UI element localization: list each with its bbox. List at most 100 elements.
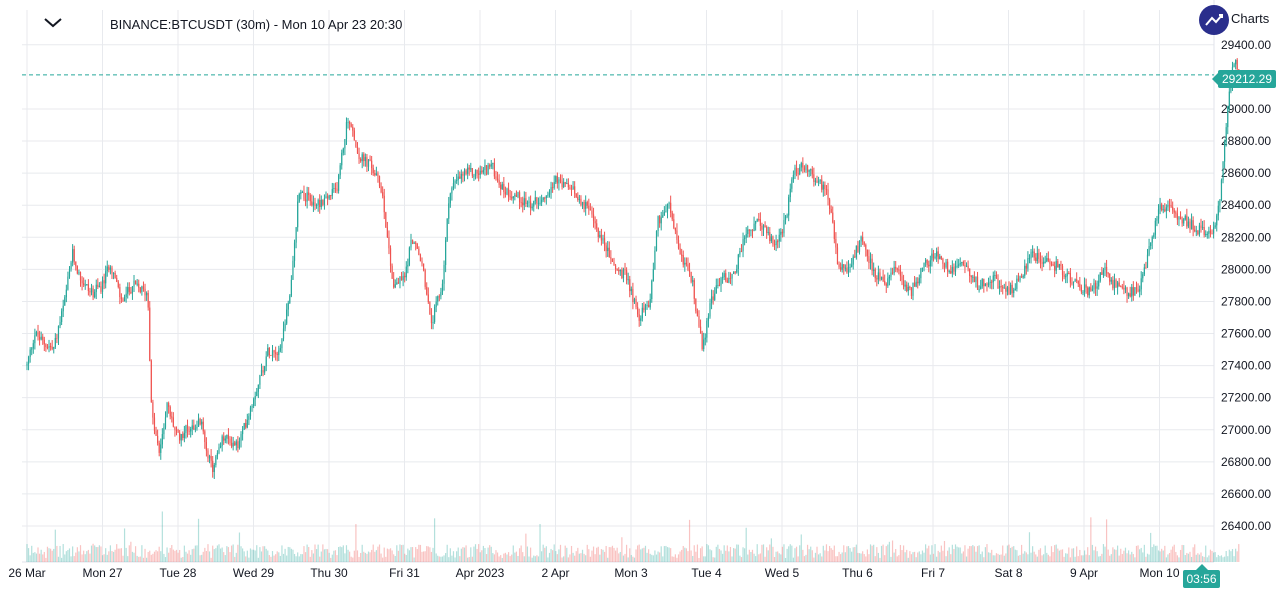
volume-bar [246, 550, 248, 562]
volume-bar [566, 547, 568, 562]
candle-body [75, 261, 77, 267]
volume-bar [240, 546, 242, 562]
volume-bar [45, 557, 47, 562]
volume-bar [341, 547, 343, 562]
candle-body [810, 169, 812, 171]
candle-body [769, 232, 771, 242]
volume-bar [86, 551, 88, 562]
candle-body [150, 360, 152, 403]
volume-bar [840, 554, 842, 562]
volume-bar [698, 557, 700, 562]
candle-body [251, 405, 253, 408]
candle-body [931, 253, 933, 261]
volume-bar [119, 548, 121, 562]
candle-body [1044, 261, 1046, 263]
candle-body [819, 179, 821, 182]
candle-body [937, 251, 939, 259]
candle-body [326, 196, 329, 199]
volume-bar [352, 557, 354, 562]
candle-body [748, 229, 750, 231]
candle-body [715, 285, 717, 294]
candle-body [885, 283, 887, 286]
volume-bar [48, 548, 50, 562]
candle-body [728, 277, 730, 283]
volume-bar [448, 557, 450, 562]
candle-body [349, 121, 351, 125]
candle-body [440, 292, 442, 297]
volume-bar [432, 547, 434, 562]
volume-bar [655, 554, 658, 562]
candle-body [1063, 274, 1065, 277]
volume-bar [969, 546, 971, 562]
volume-bar [146, 557, 148, 562]
volume-bar [629, 548, 631, 562]
candle-body [397, 282, 400, 284]
volume-bar [701, 546, 703, 562]
candle-body [1016, 278, 1018, 289]
candle-body [1093, 282, 1095, 290]
candle-body [95, 284, 97, 292]
volume-bar [928, 545, 930, 562]
volume-bar [437, 555, 439, 562]
volume-bar [141, 545, 143, 562]
candle-body [1194, 229, 1196, 232]
volume-bar [29, 555, 31, 562]
volume-bar [986, 544, 988, 562]
candle-body [1002, 286, 1004, 289]
candle-body [1109, 273, 1111, 282]
candle-body [323, 198, 326, 205]
volume-bar [1030, 552, 1032, 562]
volume-bar [663, 546, 665, 562]
volume-bar [275, 554, 277, 562]
candle-body [393, 278, 395, 288]
candle-body [888, 276, 891, 279]
candle-body [1183, 219, 1185, 224]
candle-body [802, 162, 804, 168]
candle-body [659, 216, 661, 224]
y-tick-label: 28000.00 [1221, 262, 1271, 276]
candle-body [146, 292, 148, 296]
volume-bar [495, 550, 497, 562]
volume-bar [512, 545, 514, 562]
volume-bar [832, 549, 834, 562]
candle-body [552, 187, 554, 189]
volume-bar [1033, 551, 1035, 562]
candle-body [276, 353, 278, 355]
candle-body [1132, 287, 1134, 296]
volume-bar [596, 547, 598, 562]
volume-bar [718, 548, 721, 562]
volume-bar [649, 553, 651, 562]
volume-bar [171, 545, 173, 562]
candle-body [166, 403, 168, 418]
candle-body [797, 173, 799, 175]
volume-bar [186, 553, 189, 562]
candle-body [852, 256, 854, 265]
collapse-chevron-icon[interactable] [42, 12, 64, 34]
volume-bar [193, 548, 195, 562]
volume-bar [912, 552, 914, 562]
candle-body [1047, 258, 1049, 261]
candle-body [215, 456, 217, 465]
candle-body [572, 186, 574, 190]
candle-body [465, 170, 467, 174]
candle-body [512, 196, 514, 199]
volume-bar [822, 545, 824, 562]
candle-body [193, 425, 195, 430]
candle-body [185, 425, 187, 433]
volume-bar [84, 554, 86, 562]
candle-body [602, 238, 604, 241]
candle-body [259, 375, 261, 385]
volume-bar [1156, 545, 1158, 562]
candle-body [223, 436, 225, 441]
candle-body [954, 265, 957, 272]
volume-bar [1016, 550, 1018, 562]
volume-bar [1055, 544, 1057, 562]
candle-body [314, 202, 316, 206]
candle-body [172, 417, 174, 427]
volume-bar [490, 546, 492, 562]
volume-bar [161, 511, 163, 562]
candle-body [1020, 276, 1023, 278]
volume-bar [1184, 555, 1186, 562]
volume-bar [422, 551, 425, 562]
